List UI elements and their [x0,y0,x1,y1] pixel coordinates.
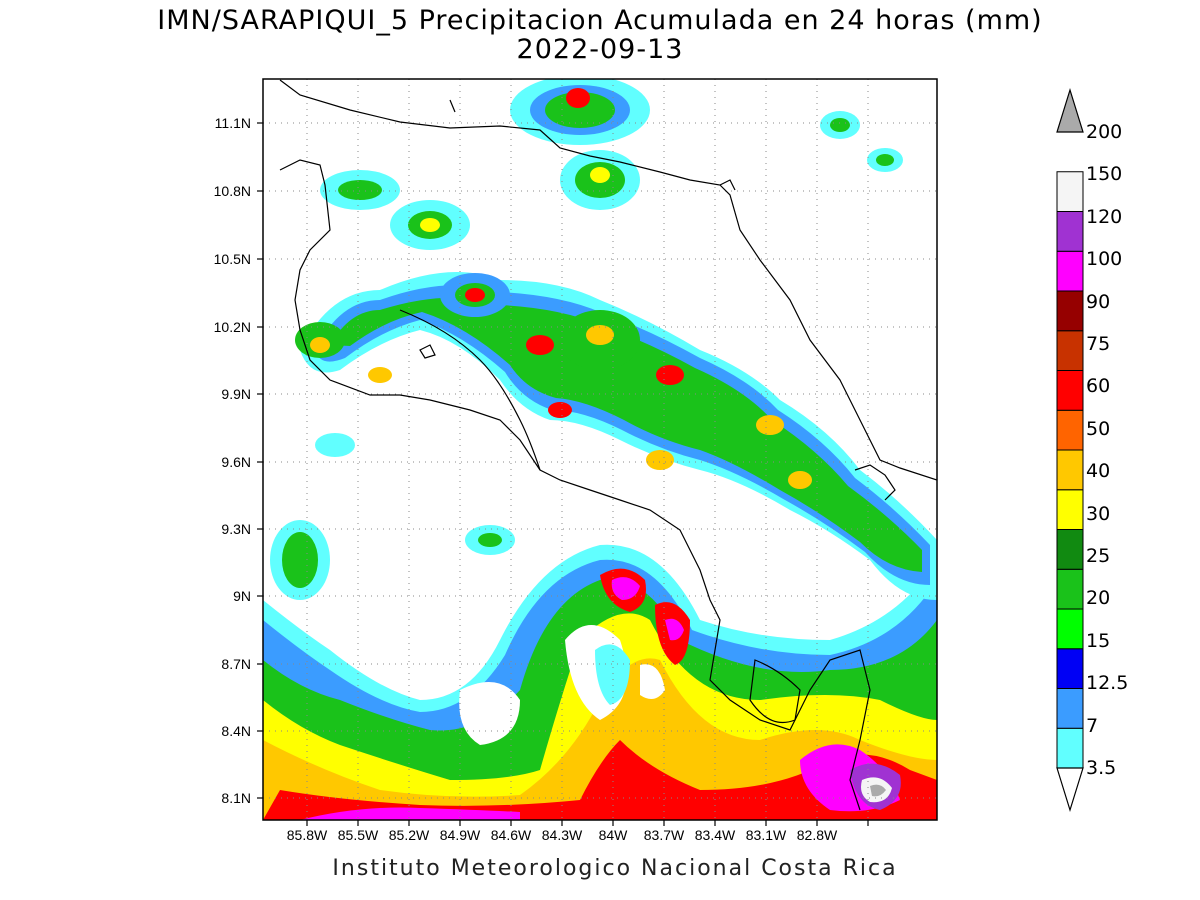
lat-label: 9N [233,588,251,604]
colorbar-level-label: 75 [1086,333,1111,355]
lat-label: 10.2N [214,319,251,335]
lon-label: 83.7W [644,827,685,843]
precip-field [263,79,937,820]
lon-label: 84.9W [440,827,481,843]
colorbar-over-triangle [1056,87,1084,133]
colorbar-swatch [1056,489,1084,530]
colorbar-level-label: 25 [1086,545,1111,567]
colorbar-under-triangle [1056,767,1084,813]
colorbar-level-label: 90 [1086,290,1111,313]
colorbar-level-label: 120 [1086,205,1123,228]
colorbar-level-label: 200 [1086,121,1123,143]
colorbar-swatch [1056,409,1084,451]
footer-credit: Instituto Meteorologico Nacional Costa R… [332,856,898,881]
lon-label: 83.1W [746,827,787,843]
colorbar-swatch [1056,370,1084,411]
colorbar-swatch [1056,290,1084,332]
colorbar-level-label: 12.5 [1086,672,1129,695]
lat-label: 9.9N [221,386,251,402]
lon-label: 84.3W [542,827,583,843]
colorbar-level-label: 150 [1086,163,1123,186]
colorbar-swatch [1056,211,1084,252]
map-date: 2022-09-13 [516,34,684,65]
lon-label: 82.8W [797,827,838,843]
map-frame [262,78,938,821]
lon-label: 85.2W [389,827,430,843]
colorbar-swatch [1056,568,1084,610]
coastlines [279,79,937,811]
lat-label: 9.3N [221,521,251,537]
colorbar-swatch [1056,449,1084,491]
map-title: IMN/SARAPIQUI_5 Precipitacion Acumulada … [157,5,1043,36]
colorbar-swatch [1056,529,1084,570]
colorbar-level-label: 20 [1086,587,1111,610]
colorbar [1056,87,1084,813]
colorbar-level-label: 7 [1086,714,1099,737]
lat-label: 11.1N [215,115,251,131]
lon-label: 85.5W [338,827,379,843]
rain-cells-north [270,79,903,600]
colorbar-level-label: 30 [1086,502,1111,525]
colorbar-swatch [1056,171,1084,212]
lon-label: 84.6W [491,827,532,843]
colorbar-level-label: 3.5 [1086,757,1117,779]
lat-label: 10.5N [214,251,251,267]
lat-label: 10.8N [214,183,251,199]
colorbar-level-label: 60 [1086,375,1111,398]
lon-label: 85.8W [287,827,328,843]
axis-ticks [257,122,869,826]
colorbar-level-label: 100 [1086,248,1123,271]
colorbar-swatch [1056,688,1084,729]
lat-label: 8.1N [221,790,251,806]
graticule [263,79,937,820]
longitude-labels: 85.8W 85.5W 85.2W 84.9W 84.6W 84.3W 84W … [287,827,838,843]
colorbar-level-label: 40 [1086,460,1111,483]
lon-label: 83.4W [695,827,736,843]
colorbar-swatch [1056,648,1084,689]
colorbar-swatch [1056,608,1084,650]
colorbar-level-label: 15 [1086,629,1111,652]
lon-label: 84W [599,827,629,843]
lat-label: 8.7N [221,656,251,672]
colorbar-level-label: 50 [1086,417,1111,440]
lat-label: 9.6N [221,454,251,470]
colorbar-swatch [1056,727,1084,769]
colorbar-swatch [1056,330,1084,371]
lat-label: 8.4N [221,723,251,739]
latitude-labels: 11.1N 10.8N 10.5N 10.2N 9.9N 9.6N 9.3N 9… [214,115,251,806]
colorbar-swatch [1056,250,1084,292]
